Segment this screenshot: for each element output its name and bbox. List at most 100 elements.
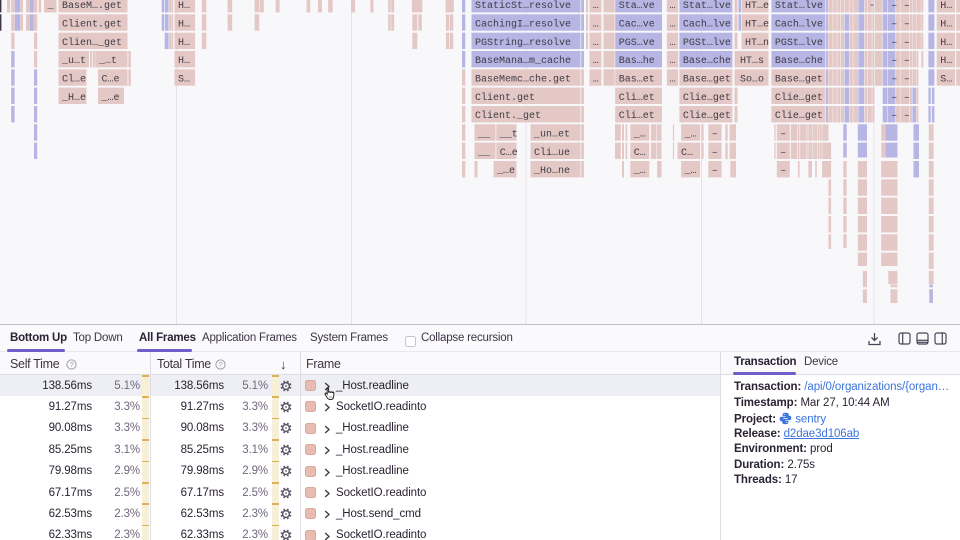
svg-text:Clien…_get: Clien…_get: [62, 37, 122, 49]
svg-text:Base…che: Base…che: [775, 55, 823, 67]
svg-text:Bas…et: Bas…et: [619, 75, 655, 86]
svg-text:H…: H…: [178, 1, 190, 12]
svg-text:Base…get: Base…get: [683, 75, 731, 86]
svg-text:_…t: _…t: [98, 56, 117, 67]
svg-text:-: -: [869, 1, 875, 12]
svg-text:_…: _…: [633, 130, 646, 141]
svg-text:C…e: C…e: [500, 148, 518, 159]
svg-text:…: …: [670, 20, 676, 31]
svg-text:So…o: So…o: [740, 75, 764, 86]
svg-text:H…: H…: [178, 38, 190, 49]
svg-text:–: –: [712, 130, 718, 141]
svg-text:…: …: [670, 1, 676, 12]
svg-text:S…: S…: [940, 75, 952, 86]
svg-text:…: …: [593, 56, 599, 67]
svg-text:_…e: _…e: [101, 93, 120, 104]
svg-text:_Ho…ne: _Ho…ne: [533, 166, 570, 177]
svg-text:–: –: [780, 148, 786, 159]
svg-text:BaseMana…m_cache: BaseMana…m_cache: [475, 55, 571, 67]
svg-text:Cl…e: Cl…e: [62, 74, 86, 86]
svg-text:H…: H…: [178, 20, 190, 31]
svg-text:BaseM….get: BaseM….get: [62, 1, 122, 12]
svg-text:HT…e: HT…e: [745, 1, 769, 12]
svg-text:–: –: [904, 20, 910, 31]
svg-text:_: _: [47, 1, 55, 12]
svg-text:–: –: [904, 93, 910, 104]
svg-text:–: –: [904, 111, 910, 122]
svg-text:BaseMemc…che.get: BaseMemc…che.get: [475, 74, 571, 86]
svg-text:–: –: [891, 1, 897, 12]
svg-text:_…e: _…e: [496, 166, 515, 177]
svg-text:PGS…ve: PGS…ve: [619, 38, 655, 49]
svg-text:H…: H…: [940, 56, 952, 67]
svg-text:H…: H…: [940, 38, 952, 49]
svg-text:PGString…resolve: PGString…resolve: [475, 37, 571, 49]
svg-text:–: –: [904, 56, 910, 67]
svg-text:C…: C…: [634, 148, 646, 159]
svg-text:Cach…lve: Cach…lve: [683, 19, 731, 31]
svg-text:…: …: [593, 20, 599, 31]
svg-text:S…: S…: [178, 75, 190, 86]
svg-text:–: –: [891, 111, 897, 122]
svg-text:Cli…ue: Cli…ue: [534, 147, 570, 159]
svg-text:…: …: [593, 1, 599, 12]
svg-text:–: –: [904, 75, 910, 86]
svg-text:StaticSt…resolve: StaticSt…resolve: [475, 0, 571, 12]
svg-text:Clie…get: Clie…get: [683, 92, 731, 104]
svg-text:C…: C…: [681, 148, 693, 159]
svg-text:_…: _…: [684, 130, 697, 141]
svg-text:…: …: [670, 56, 676, 67]
svg-text:–: –: [904, 38, 910, 49]
svg-text:?: ?: [219, 360, 223, 369]
svg-text:HT…e: HT…e: [745, 20, 769, 31]
svg-text:…: …: [593, 75, 599, 86]
svg-text:–: –: [712, 166, 718, 177]
svg-text:…: …: [670, 38, 676, 49]
svg-text:PGSt…lve: PGSt…lve: [683, 37, 731, 49]
svg-text:HT…n: HT…n: [745, 38, 769, 49]
svg-text:_u…t: _u…t: [61, 56, 86, 67]
svg-text:Stat…lve: Stat…lve: [775, 0, 823, 12]
svg-text:PGSt…lve: PGSt…lve: [775, 37, 823, 49]
svg-text:_H…e: _H…e: [61, 93, 86, 104]
svg-text:–: –: [891, 20, 897, 31]
svg-text:–: –: [780, 166, 786, 177]
svg-text:Base…che: Base…che: [683, 55, 731, 67]
svg-text:C…e: C…e: [102, 75, 120, 86]
svg-text:Base…get: Base…get: [775, 75, 823, 86]
svg-text:–: –: [891, 38, 897, 49]
svg-text:Clie…get: Clie…get: [775, 92, 823, 104]
svg-text:–: –: [780, 130, 786, 141]
svg-text:Client.get: Client.get: [62, 19, 122, 31]
svg-text:_un…et: _un…et: [533, 130, 570, 141]
svg-text:Clie…get: Clie…get: [775, 110, 823, 122]
svg-text:CachingI…resolve: CachingI…resolve: [475, 19, 571, 31]
svg-text:–: –: [891, 75, 897, 86]
svg-text:–: –: [891, 56, 897, 67]
svg-text:Sta…ve: Sta…ve: [619, 1, 655, 12]
svg-text:–: –: [712, 148, 718, 159]
svg-text:Bas…he: Bas…he: [619, 55, 655, 67]
svg-text:…: …: [593, 38, 599, 49]
svg-text:Cli…et: Cli…et: [619, 92, 655, 104]
svg-text:_…: _…: [633, 166, 646, 177]
svg-text:Client._get: Client._get: [475, 110, 541, 122]
svg-text:_…: _…: [684, 166, 697, 177]
svg-text:H…: H…: [940, 20, 952, 31]
svg-text:Cli…et: Cli…et: [619, 110, 655, 122]
svg-text:Cach…lve: Cach…lve: [775, 19, 823, 31]
svg-text:HT…s: HT…s: [740, 56, 764, 67]
svg-text:__: __: [477, 148, 491, 159]
svg-text:__: __: [477, 130, 491, 141]
svg-text:?: ?: [70, 360, 74, 369]
svg-text:Clie…get: Clie…get: [683, 110, 731, 122]
svg-text:–: –: [904, 1, 910, 12]
svg-text:…: …: [670, 75, 676, 86]
svg-text:–: –: [891, 93, 897, 104]
svg-text:H…: H…: [178, 56, 190, 67]
svg-text:__t: __t: [499, 130, 518, 141]
svg-text:Stat…lve: Stat…lve: [683, 0, 731, 12]
svg-text:Client.get: Client.get: [475, 92, 535, 104]
svg-text:Cac…ve: Cac…ve: [619, 20, 655, 31]
svg-text:H…: H…: [940, 1, 952, 12]
